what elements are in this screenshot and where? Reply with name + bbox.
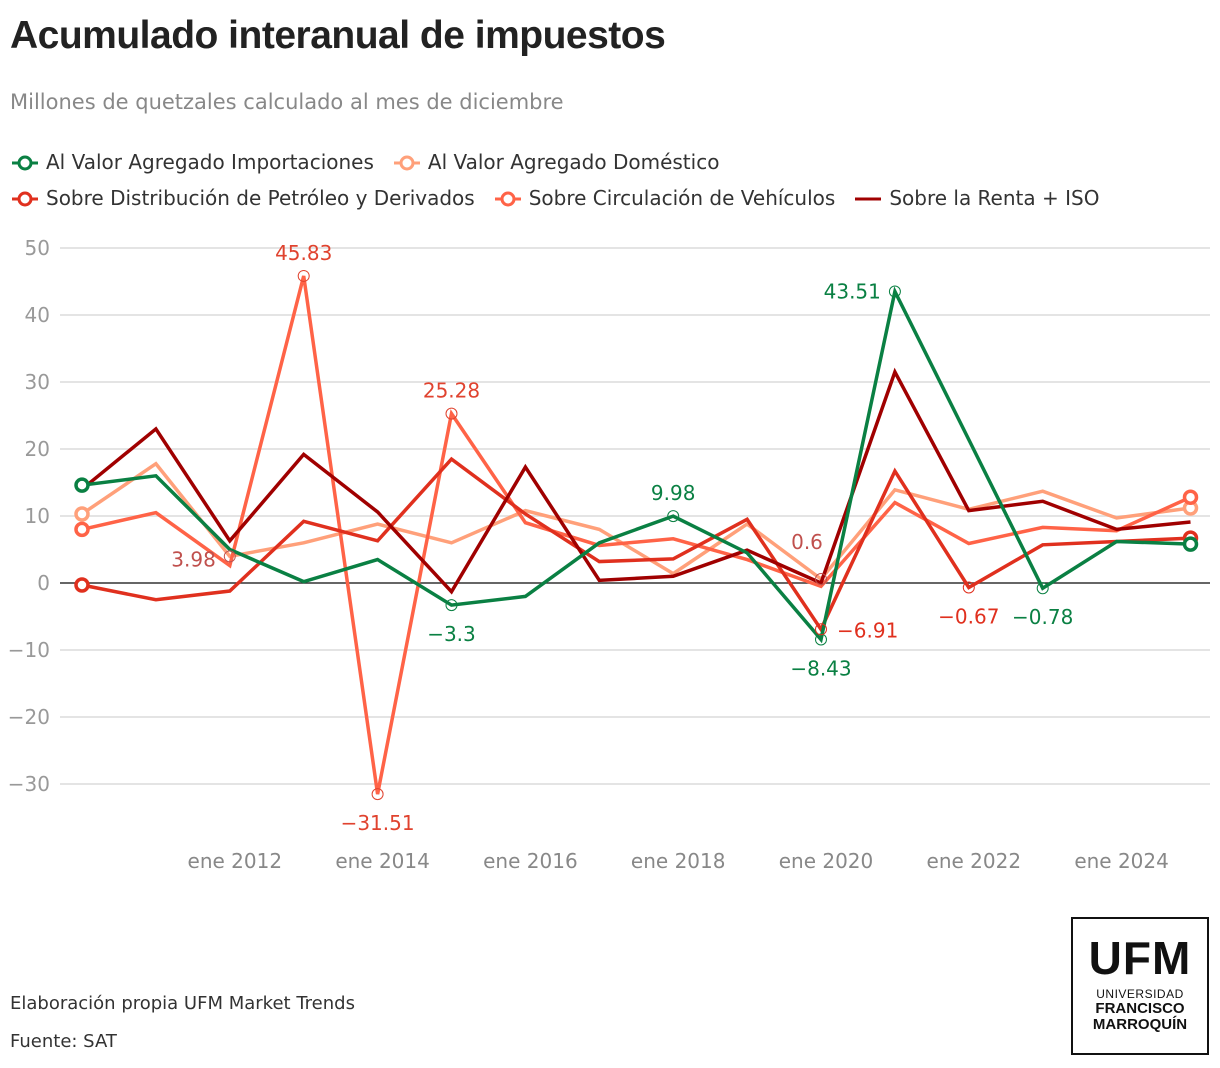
series-line <box>81 461 1191 582</box>
credit-text: Elaboración propia UFM Market Trends <box>10 993 355 1014</box>
annotation-label: 0.6 <box>791 530 823 554</box>
chart-title: Acumulado interanual de impuestos <box>10 14 666 57</box>
series-line <box>81 456 1191 633</box>
annotation-marker <box>815 633 827 646</box>
annotation-marker <box>888 285 901 298</box>
chart-subtitle: Millones de quetzales calculado al mes d… <box>10 90 564 114</box>
annotation-marker <box>962 581 975 594</box>
logo-line1: UNIVERSIDAD <box>1096 987 1184 1001</box>
annotation-label: 43.51 <box>824 279 881 303</box>
y-tick-label: −10 <box>8 638 50 662</box>
legend-label: Sobre la Renta + ISO <box>889 186 1100 210</box>
legend-marker-icon <box>855 197 882 201</box>
legend-marker-icon <box>12 155 38 171</box>
x-tick-label: ene 2020 <box>779 849 874 873</box>
y-tick-label: −30 <box>8 772 50 796</box>
legend-item[interactable]: Sobre Circulación de Vehículos <box>493 180 836 216</box>
x-tick-label: ene 2012 <box>188 849 283 873</box>
annotation-label: 25.28 <box>423 379 480 403</box>
annotation-label: 9.98 <box>651 481 696 505</box>
series-endpoint-marker <box>74 577 90 593</box>
legend-label: Al Valor Agregado Doméstico <box>427 150 720 174</box>
annotation-label: −0.78 <box>1012 605 1073 629</box>
y-tick-label: 40 <box>25 303 50 327</box>
series-endpoint-marker <box>1182 536 1199 552</box>
y-tick-label: 20 <box>25 437 50 461</box>
annotation-marker <box>371 788 384 801</box>
legend-marker-icon <box>393 155 420 171</box>
x-tick-label: ene 2014 <box>335 849 430 873</box>
y-tick-label: 0 <box>37 571 50 595</box>
legend-marker-icon <box>494 191 521 207</box>
series-line <box>81 286 1191 644</box>
series-endpoint-marker <box>74 477 90 493</box>
legend: Al Valor Agregado Importaciones Al Valor … <box>10 144 1190 216</box>
y-tick-label: 10 <box>25 504 50 528</box>
annotation-marker <box>445 407 458 420</box>
series-line <box>81 275 1192 795</box>
annotation-label: −6.91 <box>837 618 898 642</box>
legend-label: Al Valor Agregado Importaciones <box>46 150 374 174</box>
legend-item[interactable]: Sobre la Renta + ISO <box>853 180 1099 216</box>
legend-item[interactable]: Al Valor Agregado Importaciones <box>10 144 374 180</box>
logo-line2: FRANCISCO <box>1095 1000 1185 1017</box>
x-tick-label: ene 2022 <box>927 849 1022 873</box>
annotation-label: 45.83 <box>275 241 332 265</box>
y-tick-label: −20 <box>8 705 50 729</box>
series-endpoint-marker <box>74 521 90 538</box>
annotation-marker <box>223 550 236 563</box>
legend-marker-icon <box>12 191 38 207</box>
series-endpoint-marker <box>74 506 90 522</box>
annotation-marker <box>815 572 827 585</box>
x-tick-label: ene 2016 <box>483 849 578 873</box>
logo-line3: MARROQUÍN <box>1092 1016 1188 1033</box>
series-line <box>80 367 1191 595</box>
x-tick-label: ene 2018 <box>631 849 726 873</box>
annotation-marker <box>1036 582 1049 595</box>
line-chart: 50 40 30 20 10 0 −10 −20 −30 ene 2012 ene 2014 ene … <box>8 236 1210 873</box>
legend-item[interactable]: Sobre Distribución de Petróleo y Derivad… <box>10 180 475 216</box>
annotation-marker <box>445 599 458 612</box>
annotation-label: 3.98 <box>171 547 216 571</box>
legend-item[interactable]: Al Valor Agregado Doméstico <box>392 144 720 180</box>
annotation-label: −31.51 <box>341 811 415 835</box>
ufm-logo: UFM UNIVERSIDAD FRANCISCO MARROQUÍN <box>1071 917 1209 1055</box>
annotation-label: −3.3 <box>427 622 476 646</box>
legend-label: Sobre Distribución de Petróleo y Derivad… <box>46 186 475 210</box>
annotation-label: −0.67 <box>938 604 999 628</box>
annotation-label: −8.43 <box>790 656 851 680</box>
source-text: Fuente: SAT <box>10 1031 117 1052</box>
logo-ufm: UFM <box>1088 932 1192 984</box>
y-tick-label: 30 <box>25 370 50 394</box>
x-tick-label: ene 2024 <box>1074 849 1169 873</box>
annotation-marker <box>667 510 680 523</box>
y-tick-label: 50 <box>25 236 50 260</box>
legend-label: Sobre Circulación de Vehículos <box>528 186 836 210</box>
annotation-marker <box>297 269 310 282</box>
series-endpoint-marker <box>1182 489 1199 505</box>
annotation-marker <box>815 623 827 636</box>
